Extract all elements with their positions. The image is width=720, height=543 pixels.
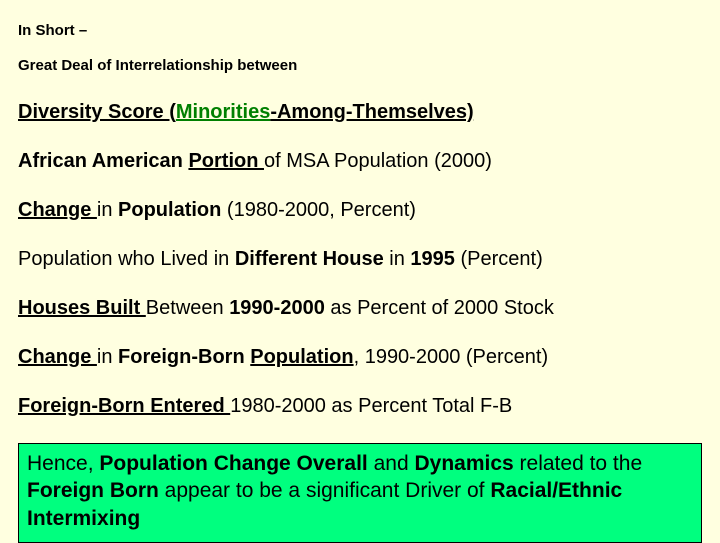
l6c: Foreign-Born	[118, 346, 250, 368]
l4e: (Percent)	[460, 248, 542, 270]
line-3: Change in Population (1980-2000, Percent…	[18, 198, 702, 223]
line-6: Change in Foreign-Born Population, 1990-…	[18, 345, 702, 370]
l5b: Between	[146, 297, 229, 319]
l6e: , 1990-2000 (Percent)	[354, 346, 549, 368]
l4b: Different House	[235, 248, 389, 270]
line-1: Diversity Score (Minorities-Among-Themse…	[18, 100, 702, 125]
l5a: Houses Built	[18, 297, 146, 319]
l4d: 1995	[410, 248, 460, 270]
c6: Foreign Born	[27, 479, 159, 502]
intro-text: In Short –	[18, 22, 702, 39]
l5d: as Percent of 2000 Stock	[330, 297, 553, 319]
line-7: Foreign-Born Entered 1980-2000 as Percen…	[18, 394, 702, 419]
l2b: Portion	[188, 150, 264, 172]
c3: and	[368, 452, 415, 475]
line-5: Houses Built Between 1990-2000 as Percen…	[18, 296, 702, 321]
l2a: African American	[18, 150, 188, 172]
l3a: Change	[18, 199, 97, 221]
l7b: 1980-2000 as Percent Total F-B	[230, 395, 512, 417]
l1b: Minorities	[176, 101, 270, 123]
conclusion-box: Hence, Population Change Overall and Dyn…	[18, 443, 702, 543]
c4: Dynamics	[414, 452, 513, 475]
l1a: Diversity Score (	[18, 101, 176, 123]
l6d: Population	[250, 346, 353, 368]
l5c: 1990-2000	[229, 297, 330, 319]
l4a: Population who Lived in	[18, 248, 235, 270]
l1c: -Among-Themselves)	[270, 101, 473, 123]
l6a: Change	[18, 346, 97, 368]
c5: related to the	[514, 452, 642, 475]
c1: Hence,	[27, 452, 99, 475]
l3c: Population	[118, 199, 227, 221]
l3d: (1980-2000, Percent)	[227, 199, 416, 221]
c7: appear to be a significant Driver of	[159, 479, 491, 502]
subintro-text: Great Deal of Interrelationship between	[18, 57, 702, 74]
l4c: in	[389, 248, 410, 270]
l7a: Foreign-Born Entered	[18, 395, 230, 417]
c2: Population Change Overall	[99, 452, 367, 475]
l2c: of MSA Population (2000)	[264, 150, 492, 172]
l3b: in	[97, 199, 118, 221]
l6b: in	[97, 346, 118, 368]
line-2: African American Portion of MSA Populati…	[18, 149, 702, 174]
line-4: Population who Lived in Different House …	[18, 247, 702, 272]
